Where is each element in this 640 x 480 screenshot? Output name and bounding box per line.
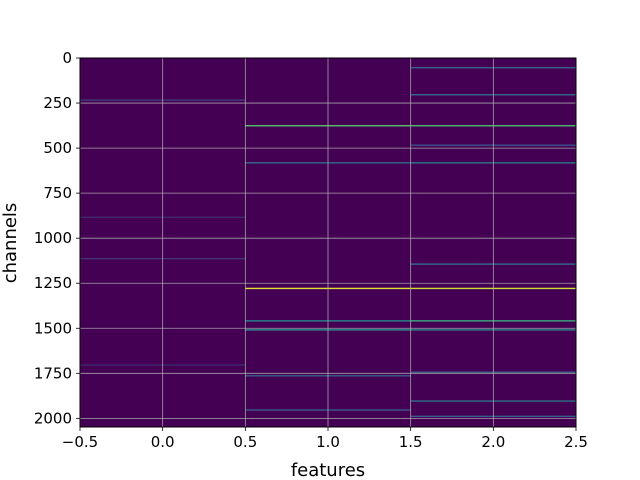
y-tick-label: 1000 <box>34 229 72 247</box>
x-tick-label: 1.5 <box>399 433 423 451</box>
x-tick-label: 1.0 <box>316 433 340 451</box>
x-tick-label: 0.0 <box>151 433 175 451</box>
x-tick-label: −0.5 <box>62 433 98 451</box>
x-tick-label: 0.5 <box>233 433 257 451</box>
y-axis-ticks: 0 250 500 750 1000 1250 1500 1750 2000 <box>34 49 80 427</box>
y-tick-label: 750 <box>43 184 72 202</box>
y-axis-label: channels <box>0 203 21 284</box>
y-tick-label: 1750 <box>34 364 72 382</box>
x-axis-label: features <box>291 460 365 480</box>
y-tick-label: 250 <box>43 94 72 112</box>
y-tick-label: 500 <box>43 139 72 157</box>
x-tick-label: 2.0 <box>481 433 505 451</box>
y-tick-label: 1250 <box>34 274 72 292</box>
x-tick-label: 2.5 <box>564 433 588 451</box>
y-tick-label: 0 <box>62 49 72 67</box>
x-axis-ticks: −0.5 0.0 0.5 1.0 1.5 2.0 2.5 <box>62 427 588 451</box>
y-tick-label: 1500 <box>34 319 72 337</box>
y-tick-label: 2000 <box>34 409 72 427</box>
